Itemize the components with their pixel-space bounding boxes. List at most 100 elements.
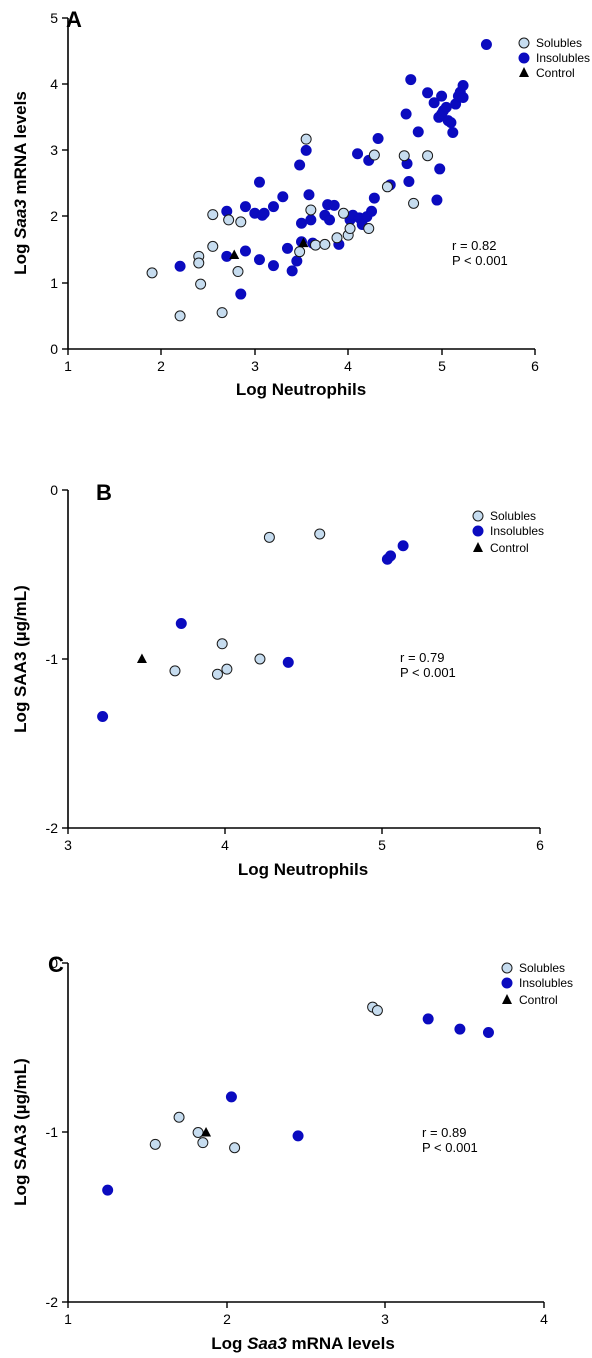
point-insolubles <box>457 91 469 103</box>
point-solubles <box>254 653 266 665</box>
legend-label-solubles: Solubles <box>536 36 582 50</box>
y-tick-label: -2 <box>46 1294 59 1310</box>
x-tick-label: 2 <box>223 1311 231 1327</box>
point-solubles <box>207 240 219 252</box>
legend-marker-insolubles <box>472 525 484 537</box>
point-insolubles <box>175 618 187 630</box>
x-tick-label: 6 <box>531 358 539 374</box>
point-insolubles <box>221 250 233 262</box>
x-tick-label: 5 <box>438 358 446 374</box>
point-solubles <box>235 216 247 228</box>
stat-p: P < 0.001 <box>400 665 456 680</box>
point-solubles <box>223 214 235 226</box>
point-insolubles <box>403 176 415 188</box>
point-insolubles <box>102 1184 114 1196</box>
point-solubles <box>381 181 393 193</box>
y-tick-label: 3 <box>50 142 58 158</box>
point-solubles <box>344 223 356 235</box>
point-control <box>201 1127 212 1137</box>
point-solubles <box>314 528 326 540</box>
data-points <box>102 1001 494 1196</box>
legend: Solubles Insolubles Control <box>518 36 590 80</box>
x-tick-label: 4 <box>540 1311 548 1327</box>
point-solubles <box>221 663 233 675</box>
legend-label-solubles: Solubles <box>519 961 565 975</box>
stat-r: r = 0.79 <box>400 650 444 665</box>
legend-label-control: Control <box>490 541 529 555</box>
point-solubles <box>192 1127 204 1138</box>
point-solubles <box>195 278 207 290</box>
panel-a: A 0 1 2 3 4 5 1 2 3 4 5 <box>11 7 590 399</box>
x-ticks: 1 2 3 4 5 6 <box>64 349 539 374</box>
point-insolubles <box>385 550 397 562</box>
point-insolubles <box>366 205 378 217</box>
point-insolubles <box>296 217 307 229</box>
stat-r: r = 0.82 <box>452 238 496 253</box>
stat-p: P < 0.001 <box>452 253 508 268</box>
legend-label-insolubles: Insolubles <box>536 51 590 65</box>
point-solubles <box>263 531 275 543</box>
point-insolubles <box>235 288 247 300</box>
point-insolubles <box>324 214 336 226</box>
legend: Solubles Insolubles Control <box>501 961 573 1007</box>
x-tick-label: 2 <box>157 358 165 374</box>
x-tick-label: 3 <box>381 1311 389 1327</box>
y-tick-label: -1 <box>46 1124 59 1140</box>
point-solubles <box>305 204 317 216</box>
point-insolubles <box>174 260 186 272</box>
point-insolubles <box>431 194 443 206</box>
panel-letter: A <box>66 7 82 32</box>
y-tick-label: -1 <box>46 651 59 667</box>
y-ticks: -2 -1 0 <box>46 955 68 1310</box>
legend-label-insolubles: Insolubles <box>490 524 544 538</box>
point-solubles <box>149 1138 161 1150</box>
point-insolubles <box>445 117 457 129</box>
x-ticks: 3 4 5 6 <box>64 828 544 853</box>
stat-r: r = 0.89 <box>422 1125 466 1140</box>
point-solubles <box>310 239 322 251</box>
point-insolubles <box>400 108 412 120</box>
point-solubles <box>173 1111 185 1123</box>
y-tick-label: 1 <box>50 275 58 291</box>
point-solubles <box>216 638 228 650</box>
point-insolubles <box>422 1013 434 1025</box>
x-tick-label: 3 <box>251 358 259 374</box>
x-axis-title: Log Neutrophils <box>238 860 368 879</box>
y-tick-label: -2 <box>46 820 59 836</box>
y-tick-label: 4 <box>50 76 58 92</box>
point-solubles <box>174 310 186 322</box>
y-ticks: 0 1 2 3 4 5 <box>50 10 68 357</box>
legend-marker-solubles <box>472 510 484 522</box>
x-axis-title: Log Neutrophils <box>236 380 366 399</box>
point-solubles <box>229 1142 241 1154</box>
point-insolubles <box>281 242 293 254</box>
legend-marker-control <box>519 67 529 77</box>
point-insolubles <box>405 74 417 86</box>
point-solubles <box>338 207 350 219</box>
point-insolubles <box>277 191 289 203</box>
x-axis-title-pre: Log <box>211 1334 247 1353</box>
y-tick-label: 5 <box>50 10 58 26</box>
point-solubles <box>331 232 343 244</box>
point-solubles <box>193 257 205 269</box>
panel-letter: B <box>96 480 112 505</box>
panel-b: B -2 -1 0 3 4 5 6 Log Neutrophils Log SA… <box>11 480 544 879</box>
x-ticks: 1 2 3 4 <box>64 1302 548 1327</box>
point-insolubles <box>239 245 251 257</box>
point-insolubles <box>454 1023 466 1035</box>
point-insolubles <box>480 38 492 50</box>
point-control <box>136 653 147 663</box>
y-axis-title-pre: Log <box>11 239 30 275</box>
x-tick-label: 6 <box>536 837 544 853</box>
point-solubles <box>146 267 158 279</box>
x-tick-label: 4 <box>221 837 229 853</box>
point-insolubles <box>291 255 303 267</box>
legend-label-control: Control <box>536 66 575 80</box>
legend-marker-control <box>502 994 512 1004</box>
point-insolubles <box>286 265 298 277</box>
y-axis-title: Log SAA3 (µg/mL) <box>11 585 30 733</box>
point-solubles <box>169 665 181 677</box>
point-solubles <box>300 133 312 145</box>
legend-label-insolubles: Insolubles <box>519 976 573 990</box>
